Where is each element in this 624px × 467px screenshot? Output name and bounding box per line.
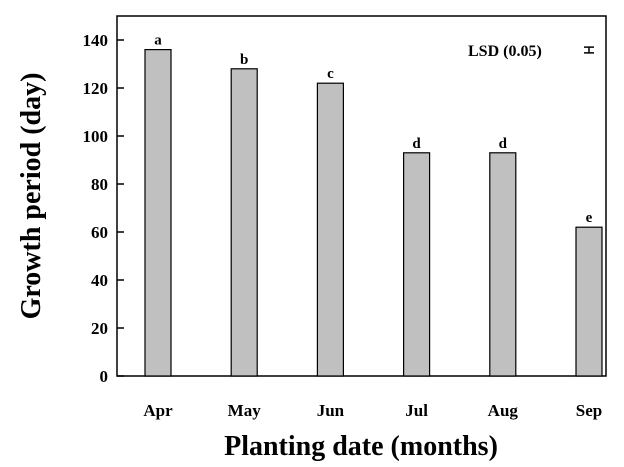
significance-letters: a b c d d e: [154, 33, 592, 227]
y-tick-label: 20: [91, 319, 108, 338]
y-axis-ticks: 0 20 40 60 80 100 120 140: [83, 31, 125, 386]
plot-frame: [117, 16, 606, 376]
y-tick-label: 100: [83, 127, 109, 146]
bar: [404, 153, 430, 376]
y-tick-label: 80: [91, 175, 108, 194]
bar: [317, 83, 343, 376]
significance-letter: d: [499, 136, 508, 152]
y-tick-label: 40: [91, 271, 108, 290]
bar: [490, 153, 516, 376]
y-tick-label: 60: [91, 223, 108, 242]
significance-letter: a: [154, 33, 162, 49]
significance-letter: b: [240, 52, 248, 68]
legend-label: LSD (0.05): [468, 43, 542, 60]
x-tick-label: Jul: [405, 401, 428, 420]
legend: LSD (0.05): [468, 43, 594, 60]
y-tick-label: 120: [83, 79, 109, 98]
significance-letter: d: [412, 136, 421, 152]
y-tick-label: 0: [100, 367, 109, 386]
y-axis-title: Growth period (day): [16, 73, 47, 320]
bar: [576, 227, 602, 376]
significance-letter: c: [327, 66, 334, 82]
bar: [231, 69, 257, 376]
lsd-error-bar-icon: [584, 47, 594, 53]
x-tick-label: Apr: [143, 401, 173, 420]
x-axis-title: Planting date (months): [224, 431, 498, 462]
x-tick-label: Sep: [576, 401, 602, 420]
significance-letter: e: [586, 210, 593, 226]
x-tick-label: Jun: [317, 401, 345, 420]
y-tick-label: 140: [83, 31, 109, 50]
bar: [145, 50, 171, 376]
x-tick-label: May: [228, 401, 262, 420]
bars: [145, 50, 602, 376]
x-tick-label: Aug: [488, 401, 519, 420]
